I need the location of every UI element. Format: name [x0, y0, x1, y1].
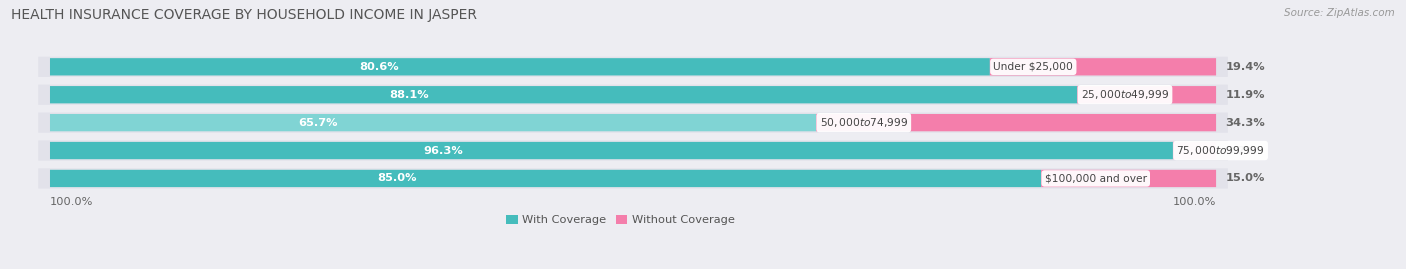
Text: $50,000 to $74,999: $50,000 to $74,999: [820, 116, 908, 129]
Text: $25,000 to $49,999: $25,000 to $49,999: [1081, 88, 1170, 101]
Text: 3.7%: 3.7%: [1226, 146, 1257, 155]
FancyBboxPatch shape: [51, 114, 815, 131]
Text: 100.0%: 100.0%: [51, 197, 93, 207]
Legend: With Coverage, Without Coverage: With Coverage, Without Coverage: [506, 215, 734, 225]
Text: 11.9%: 11.9%: [1226, 90, 1265, 100]
FancyBboxPatch shape: [38, 85, 1227, 105]
Text: 100.0%: 100.0%: [1173, 197, 1216, 207]
FancyBboxPatch shape: [38, 140, 1227, 161]
Text: 88.1%: 88.1%: [389, 90, 429, 100]
FancyBboxPatch shape: [51, 86, 1077, 103]
Text: Source: ZipAtlas.com: Source: ZipAtlas.com: [1284, 8, 1395, 18]
Text: 85.0%: 85.0%: [377, 174, 416, 183]
Text: 19.4%: 19.4%: [1226, 62, 1265, 72]
FancyBboxPatch shape: [38, 57, 1227, 77]
FancyBboxPatch shape: [51, 142, 1173, 159]
FancyBboxPatch shape: [1042, 170, 1216, 187]
FancyBboxPatch shape: [815, 114, 1216, 131]
Text: Under $25,000: Under $25,000: [994, 62, 1073, 72]
Text: 15.0%: 15.0%: [1226, 174, 1265, 183]
Text: 96.3%: 96.3%: [423, 146, 463, 155]
Text: $75,000 to $99,999: $75,000 to $99,999: [1177, 144, 1265, 157]
FancyBboxPatch shape: [51, 58, 990, 76]
FancyBboxPatch shape: [38, 112, 1227, 133]
FancyBboxPatch shape: [38, 168, 1227, 189]
Text: HEALTH INSURANCE COVERAGE BY HOUSEHOLD INCOME IN JASPER: HEALTH INSURANCE COVERAGE BY HOUSEHOLD I…: [11, 8, 477, 22]
FancyBboxPatch shape: [1077, 86, 1216, 103]
Text: 34.3%: 34.3%: [1226, 118, 1265, 128]
FancyBboxPatch shape: [51, 170, 1042, 187]
Text: 80.6%: 80.6%: [359, 62, 399, 72]
FancyBboxPatch shape: [990, 58, 1216, 76]
Text: 65.7%: 65.7%: [298, 118, 337, 128]
Text: $100,000 and over: $100,000 and over: [1045, 174, 1147, 183]
FancyBboxPatch shape: [1173, 142, 1216, 159]
